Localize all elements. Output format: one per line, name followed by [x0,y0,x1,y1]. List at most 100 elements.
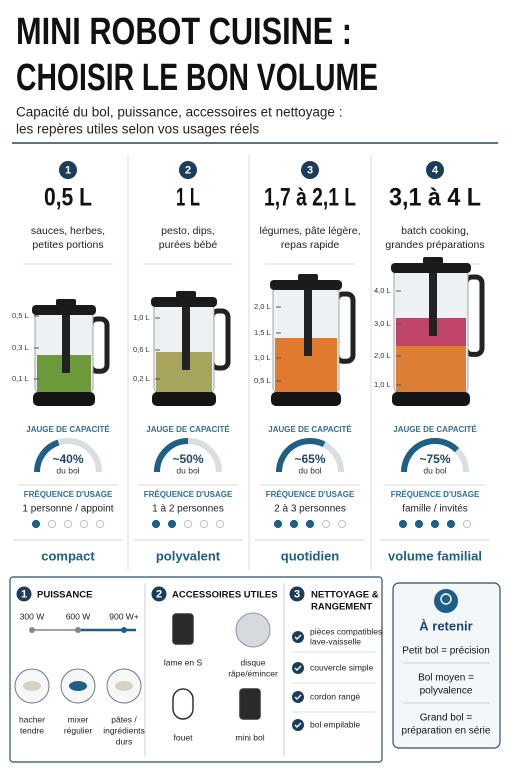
scale-label: 1,5 L [254,328,271,337]
usage-dot [462,519,472,529]
usage-dot [79,519,89,529]
usage-dot [183,519,193,529]
accessory-icon [239,688,261,720]
number-badge [179,161,197,179]
usage-dot [199,519,209,529]
usage-dot [321,519,331,529]
usage-dot [215,519,225,529]
cleaning-item: couvercle simple [310,662,374,672]
description: grandes préparations [385,239,484,251]
takeaway-item: polyvalence [420,686,473,697]
gauge-fill [154,438,189,473]
section-title: RANGEMENT [311,602,372,613]
power-mode: ingrédients [103,725,145,735]
bottom-panel [9,576,383,763]
gauge-fill [276,438,326,473]
scale-label: 0,5 L [12,311,29,320]
usage-dot [414,519,424,529]
mode-icon-food [23,681,41,691]
volume: 1 L [176,184,200,212]
accessory-icon [172,613,194,645]
blender-lid [32,305,96,315]
scale-label: 0,5 L [254,376,271,385]
section-title: NETTOYAGE & [311,590,379,601]
tag: polyvalent [156,548,221,563]
badge-number: 3 [294,588,300,600]
power-stop [75,627,81,633]
blender-blade [429,273,437,336]
usage-dot [151,519,161,529]
scale-label: 4,0 L [374,286,391,295]
usage: 2 à 3 personnes [274,504,346,515]
number-badge [59,161,77,179]
bulb-icon [434,589,458,613]
volume: 0,5 L [44,184,92,212]
check-mark [294,722,302,728]
scale-label: 0,6 L [133,345,150,354]
power-mode: durs [116,736,133,746]
usage-title: FRÉQUENCE D'USAGE [144,490,233,499]
number-badge [16,586,32,602]
blender-blade [182,307,190,370]
badge-number: 1 [65,164,71,176]
usage: 1 personne / appoint [22,504,113,515]
usage-dot [305,519,315,529]
usage: famille / invités [402,504,468,515]
tag: volume familial [388,548,482,563]
gauge-fill [401,438,460,473]
description: sauces, herbes, [31,225,105,237]
scale-label: 2,0 L [254,302,271,311]
volume: 3,1 à 4 L [389,184,481,212]
check-icon [292,719,304,731]
blender-blade [62,315,70,373]
number-badge [426,161,444,179]
gauge-unit: du bol [423,465,446,475]
blender-lid [151,297,217,307]
blender-lid [391,263,471,273]
cleaning-item: lave-vaisselle [310,636,361,646]
power-mode: tendre [20,725,44,735]
accessory-label: mini bol [235,732,264,742]
scale-label: 1,0 L [374,380,391,389]
power-mode: pâtes / [111,714,137,724]
description: légumes, pâte légère, [260,225,361,237]
gauge-title: JAUGE DE CAPACITÉ [26,425,110,434]
description: batch cooking, [401,225,469,237]
power-mode: mixer [68,714,89,724]
usage: 1 à 2 personnes [152,504,224,515]
usage-dot [31,519,41,529]
power-mode: régulier [64,725,93,735]
usage-dot [95,519,105,529]
scale-label: 0,1 L [12,374,29,383]
blender-base [392,392,470,406]
bulb [440,593,452,605]
power-stop [29,627,35,633]
check-icon [292,631,304,643]
gauge-label: ~75% [419,452,450,466]
power-level: 600 W [66,611,91,621]
takeaway-item: préparation en série [402,726,491,737]
blender-blade [304,290,312,356]
tag: compact [41,548,95,563]
number-badge [289,586,305,602]
section-title: ACCESSOIRES UTILES [172,590,278,601]
badge-number: 2 [156,588,162,600]
check-icon [292,662,304,674]
gauge-fill [34,439,60,473]
scale-label: 2,0 L [374,351,391,360]
cleaning-item: pièces compatibles [310,626,382,636]
blender-lid-knob [176,291,196,298]
scale-label: 0,3 L [12,343,29,352]
badge-number: 1 [21,588,27,600]
description: repas rapide [281,239,340,251]
accessory-icon [172,688,194,720]
power-level: 900 W+ [109,611,139,621]
gauge-label: ~65% [294,452,325,466]
check-mark [294,634,302,640]
blender-food [396,346,466,392]
usage-title: FRÉQUENCE D'USAGE [24,490,113,499]
gauge-unit: du bol [56,465,79,475]
badge-number: 2 [185,164,191,176]
section-title: PUISSANCE [37,590,92,601]
